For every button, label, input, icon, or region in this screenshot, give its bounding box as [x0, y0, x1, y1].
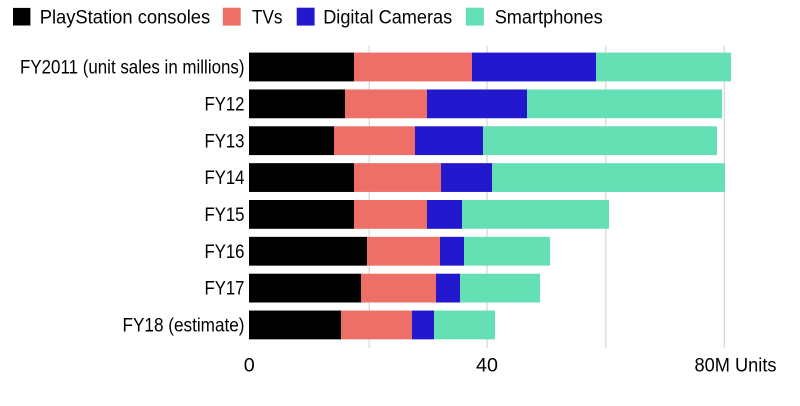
- svg-text:FY16: FY16: [205, 242, 245, 263]
- svg-text:40: 40: [476, 355, 498, 377]
- svg-text:FY18 (estimate): FY18 (estimate): [123, 316, 245, 337]
- svg-text:FY2011 (unit sales in millions: FY2011 (unit sales in millions): [20, 58, 245, 79]
- svg-text:FY13: FY13: [205, 131, 245, 152]
- svg-text:Smartphones: Smartphones: [495, 7, 603, 28]
- svg-text:FY14: FY14: [205, 168, 245, 189]
- svg-text:FY17: FY17: [205, 279, 245, 300]
- svg-text:Digital Cameras: Digital Cameras: [323, 7, 452, 28]
- svg-text:PlayStation consoles: PlayStation consoles: [40, 7, 211, 28]
- svg-text:80M Units: 80M Units: [695, 355, 777, 377]
- svg-text:TVs: TVs: [252, 7, 283, 28]
- svg-text:FY12: FY12: [205, 94, 245, 115]
- svg-text:FY15: FY15: [205, 205, 245, 226]
- svg-text:0: 0: [244, 355, 255, 377]
